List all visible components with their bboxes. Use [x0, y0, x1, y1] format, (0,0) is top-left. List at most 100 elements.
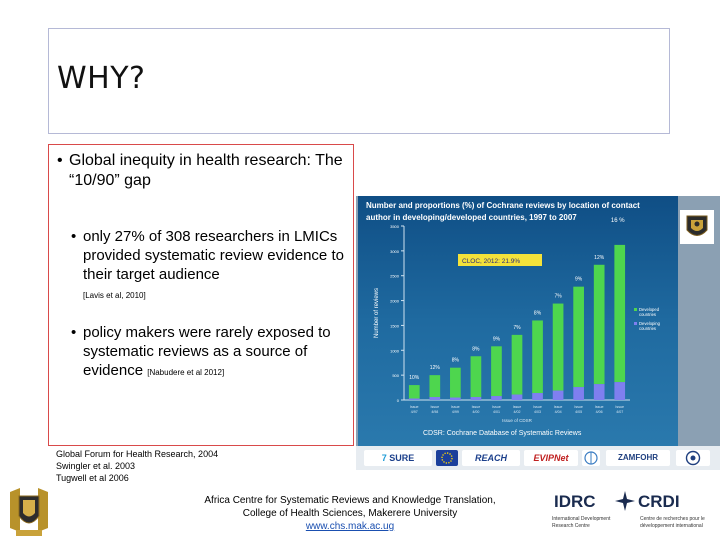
bar-developed: [470, 356, 482, 398]
chart-footnote: CDSR: Cochrane Database of Systematic Re…: [423, 430, 582, 437]
chart-title: Number and proportions (%) of Cochrane r…: [366, 201, 640, 222]
x-tick-label: 4/05: [575, 410, 582, 414]
legend-label-developing: Developing: [639, 321, 661, 326]
data-label: 9%: [575, 277, 583, 283]
x-axis-label: Issue of CDSR: [502, 418, 533, 423]
x-tick-label: Issue: [472, 405, 481, 409]
x-tick-label: Issue: [410, 405, 419, 409]
bar-developed: [511, 334, 523, 395]
x-tick-label: 4/03: [534, 410, 541, 414]
y-tick-label: 1500: [390, 323, 400, 328]
footer: Africa Centre for Systematic Reviews and…: [160, 494, 540, 533]
idrc-crdi-logo: IDRC CRDI International Development Rese…: [552, 491, 705, 529]
main-bullet: • Global inequity in health research: Th…: [57, 151, 347, 191]
data-label: 10%: [409, 375, 420, 381]
data-label: 8%: [534, 310, 542, 316]
eu-flag-icon: [436, 450, 458, 466]
sure-logo: 7 SURE: [364, 450, 432, 466]
chart-background: Number and proportions (%) of Cochrane r…: [358, 196, 678, 446]
x-tick-label: 4/02: [514, 410, 521, 414]
title-box: WHY?: [48, 28, 670, 134]
sub-bullet-researchers-text: only 27% of 308 researchers in LMICs pro…: [83, 228, 344, 283]
cloc-highlight-box: [458, 254, 542, 266]
legend-label-developed: countries: [639, 312, 656, 317]
x-tick-label: 4/98: [431, 410, 438, 414]
bar-developed: [429, 375, 441, 398]
legend-label-developed: Developed: [639, 307, 660, 312]
x-tick-label: 4/01: [493, 410, 500, 414]
slide-title: WHY?: [57, 61, 146, 96]
sub-bullet-researchers: • only 27% of 308 researchers in LMICs p…: [71, 227, 351, 305]
y-tick-label: 2500: [390, 274, 400, 279]
y-tick-label: 500: [392, 373, 399, 378]
x-tick-label: 4/04: [555, 410, 562, 414]
bar-developed: [552, 303, 564, 391]
citation-nabudere: [Nabudere et al 2012]: [147, 368, 225, 377]
footer-line1: Africa Centre for Systematic Reviews and…: [204, 495, 496, 506]
data-label: 16 %: [611, 218, 625, 224]
bar-developing: [532, 393, 543, 400]
reference-item: Swingler et al. 2003: [56, 461, 136, 471]
bar-developing: [552, 390, 564, 400]
crdi-wordmark: CRDI: [638, 492, 680, 511]
bar-developing: [511, 394, 523, 400]
footer-line2: College of Health Sciences, Makerere Uni…: [242, 508, 458, 519]
sub-bullet-policy: • policy makers were rarely exposed to s…: [71, 323, 351, 382]
x-tick-label: 4/00: [472, 410, 479, 414]
bar-developing: [450, 397, 461, 400]
data-label: 12%: [430, 365, 441, 371]
sub-bullet-policy-text: policy makers were rarely exposed to sys…: [83, 324, 331, 379]
cloc-annotation: CLOC, 2012: 21.9%: [462, 258, 520, 265]
x-tick-label: 4/99: [452, 410, 459, 414]
x-tick-label: Issue: [595, 405, 604, 409]
evipnet-logo: EVIPNet: [524, 450, 578, 466]
bullet-dot-icon: •: [71, 228, 77, 245]
bar-developed: [573, 286, 584, 388]
idrc-wordmark: IDRC: [554, 492, 596, 511]
citation-lavis: [Lavis et al, 2010]: [83, 291, 146, 300]
data-label: 7%: [554, 294, 562, 300]
bar-developed: [491, 346, 502, 397]
who-logo-icon: [582, 450, 600, 466]
footer-url-link[interactable]: www.chs.mak.ac.ug: [305, 521, 395, 532]
bar-developed: [408, 385, 420, 399]
bar-developed: [450, 367, 461, 398]
content-box: • Global inequity in health research: Th…: [48, 144, 354, 446]
x-tick-label: Issue: [533, 405, 542, 409]
x-tick-label: Issue: [513, 405, 522, 409]
bullet-dot-icon: •: [57, 152, 63, 169]
x-tick-label: Issue: [554, 405, 563, 409]
chart-panel: Number and proportions (%) of Cochrane r…: [356, 196, 720, 470]
x-tick-label: Issue: [431, 405, 440, 409]
bar-developing: [408, 398, 420, 400]
y-axis-label: Number of reviews: [374, 288, 380, 338]
data-label: 7%: [513, 325, 521, 331]
y-tick-label: 2000: [390, 299, 400, 304]
bar-developing: [429, 397, 441, 400]
legend-swatch-developing: [634, 322, 637, 325]
bar-developing: [573, 387, 584, 400]
makerere-university-crest-icon: [10, 488, 48, 536]
idrc-star-icon: [615, 491, 635, 511]
institution-seal-icon: [676, 450, 710, 466]
bar-developed: [593, 264, 605, 385]
chart-svg: 0 500 1000 1500 2000 2500 3000 3500 Number of re…: [374, 218, 661, 423]
main-bullet-text: Global inequity in health research: The …: [69, 152, 343, 189]
legend-swatch-developed: [634, 308, 637, 311]
bar-developed: [614, 244, 626, 383]
y-tick-label: 3500: [390, 224, 400, 229]
y-tick-label: 1000: [390, 348, 400, 353]
partner-logo-strip: 7 SURE REACH EVIPNet ZAMFOHR: [356, 446, 720, 470]
data-label: 8%: [472, 346, 480, 352]
x-tick-label: Issue: [615, 405, 624, 409]
bar-developing: [470, 397, 482, 400]
x-tick-label: 4/06: [596, 410, 603, 414]
reference-item: Global Forum for Health Research, 2004: [56, 449, 219, 459]
zamfohr-logo: ZAMFOHR: [606, 450, 670, 466]
x-tick-label: Issue: [574, 405, 583, 409]
bullet-dot-icon: •: [71, 324, 77, 341]
x-tick-label: 4/97: [411, 410, 418, 414]
data-label: 8%: [452, 358, 460, 364]
x-tick-label: Issue: [451, 405, 460, 409]
bar-developing: [614, 382, 626, 400]
